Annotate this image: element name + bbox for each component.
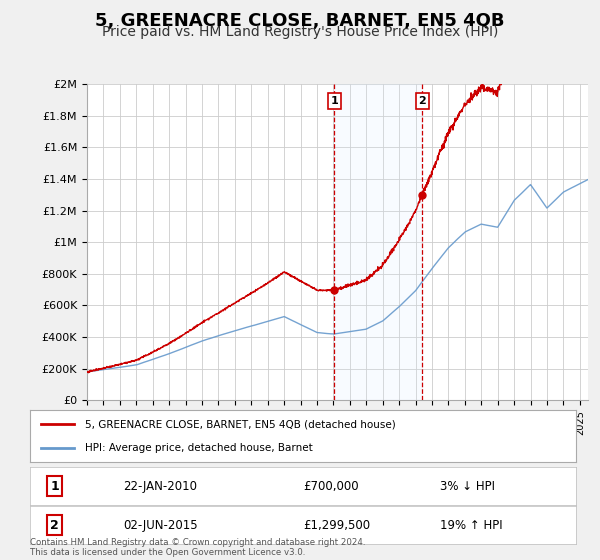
- Text: HPI: Average price, detached house, Barnet: HPI: Average price, detached house, Barn…: [85, 443, 313, 453]
- Text: 3% ↓ HPI: 3% ↓ HPI: [439, 479, 494, 493]
- Text: Price paid vs. HM Land Registry's House Price Index (HPI): Price paid vs. HM Land Registry's House …: [102, 25, 498, 39]
- Text: 1: 1: [50, 479, 59, 493]
- Text: 02-JUN-2015: 02-JUN-2015: [123, 519, 197, 532]
- Text: 22-JAN-2010: 22-JAN-2010: [123, 479, 197, 493]
- Text: £700,000: £700,000: [303, 479, 359, 493]
- Text: 19% ↑ HPI: 19% ↑ HPI: [439, 519, 502, 532]
- Text: £1,299,500: £1,299,500: [303, 519, 370, 532]
- Text: 1: 1: [331, 96, 338, 106]
- Bar: [334, 84, 422, 400]
- Text: 2: 2: [50, 519, 59, 532]
- Text: 2: 2: [418, 96, 426, 106]
- Text: 5, GREENACRE CLOSE, BARNET, EN5 4QB (detached house): 5, GREENACRE CLOSE, BARNET, EN5 4QB (det…: [85, 419, 395, 430]
- Text: Contains HM Land Registry data © Crown copyright and database right 2024.
This d: Contains HM Land Registry data © Crown c…: [30, 538, 365, 557]
- Text: 5, GREENACRE CLOSE, BARNET, EN5 4QB: 5, GREENACRE CLOSE, BARNET, EN5 4QB: [95, 12, 505, 30]
